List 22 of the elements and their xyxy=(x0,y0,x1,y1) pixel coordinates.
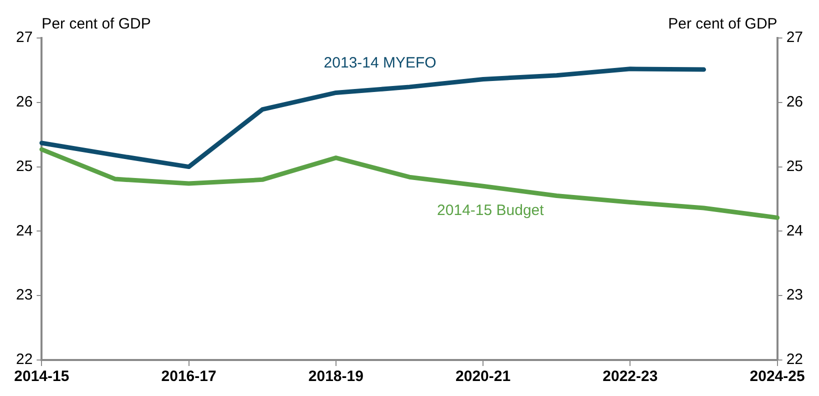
y-axis-title: Per cent of GDP xyxy=(42,16,151,33)
y2-tick-label: 26 xyxy=(786,94,804,111)
y-tick-label: 26 xyxy=(16,94,33,111)
x-tick-label: 2014-15 xyxy=(14,368,70,386)
y2-tick-label: 24 xyxy=(786,222,804,240)
series-label: 2014-15 Budget xyxy=(437,202,545,220)
y-tick-label: 23 xyxy=(16,286,33,304)
series-label: 2013-14 MYEFO xyxy=(324,54,436,72)
x-tick-label: 2022-23 xyxy=(602,368,658,386)
y-tick-label: 22 xyxy=(16,351,33,368)
y2-tick-label: 25 xyxy=(786,158,804,175)
y-tick-label: 24 xyxy=(16,222,33,240)
y2-tick-label: 27 xyxy=(786,29,804,46)
y-tick-label: 27 xyxy=(16,29,33,46)
y2-tick-label: 23 xyxy=(786,286,804,304)
x-tick-label: 2016-17 xyxy=(161,368,216,386)
x-tick-label: 2020-21 xyxy=(456,368,511,386)
y2-axis-title: Per cent of GDP xyxy=(668,16,778,33)
x-tick-label: 2018-19 xyxy=(308,368,364,386)
x-tick-label: 2024-25 xyxy=(750,368,805,386)
y-tick-label: 25 xyxy=(16,158,33,175)
y2-tick-label: 22 xyxy=(786,351,804,368)
